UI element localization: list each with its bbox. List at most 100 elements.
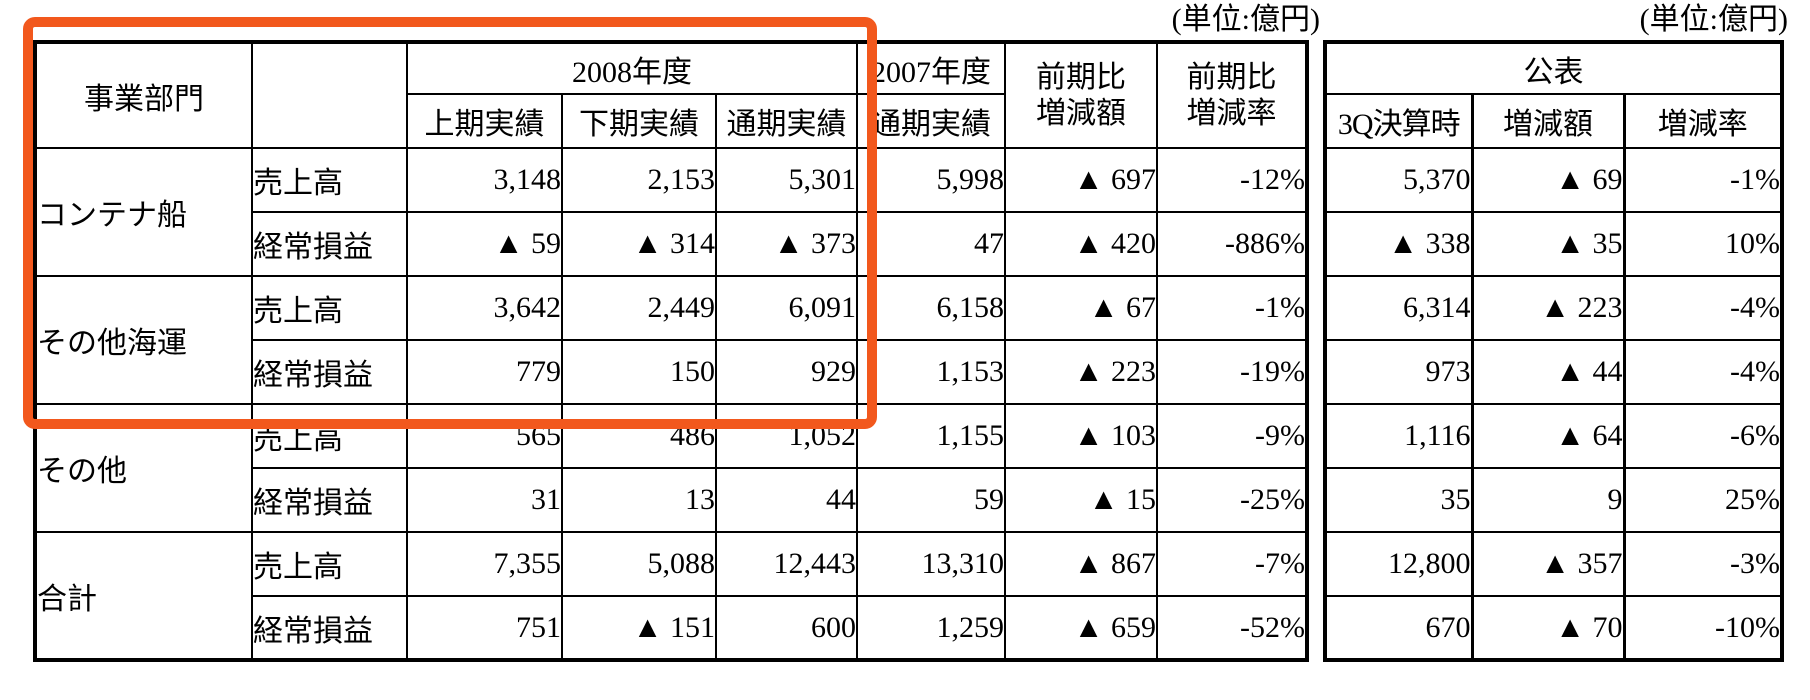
row-label-revenue: 売上高: [251, 275, 408, 341]
value-cell: ▲ 15: [1004, 467, 1158, 533]
header-yoy-rate-line2: 増減率: [1186, 96, 1277, 130]
value-cell: ▲ 867: [1004, 531, 1158, 597]
row-label-ordinary: 経常損益: [251, 211, 408, 277]
value-cell: 10%: [1622, 211, 1784, 277]
value-cell: 13,310: [856, 531, 1006, 597]
segment-name: その他: [34, 403, 253, 533]
value-cell: 486: [561, 403, 717, 469]
value-cell: ▲ 338: [1323, 211, 1474, 277]
value-cell: 565: [406, 403, 563, 469]
value-cell: 1,259: [856, 595, 1006, 661]
value-cell: 3,148: [406, 147, 563, 213]
value-cell: -7%: [1156, 531, 1308, 597]
header-yoy-amount: 前期比 増減額: [1004, 41, 1158, 149]
value-cell: ▲ 35: [1470, 211, 1626, 277]
value-cell: -12%: [1156, 147, 1308, 213]
row-label-ordinary: 経常損益: [251, 467, 408, 533]
segment-name: コンテナ船: [34, 147, 253, 277]
value-cell: 973: [1323, 339, 1474, 405]
value-cell: 2,153: [561, 147, 717, 213]
row-label-revenue: 売上高: [251, 531, 408, 597]
value-cell: 670: [1323, 595, 1474, 661]
value-cell: 150: [561, 339, 717, 405]
value-cell: -886%: [1156, 211, 1308, 277]
value-cell: 2,449: [561, 275, 717, 341]
header-fy2008-full: 通期実績: [715, 93, 858, 149]
value-cell: ▲ 59: [406, 211, 563, 277]
header-yoy-amount-line1: 前期比: [1036, 60, 1126, 94]
value-cell: ▲ 223: [1470, 275, 1626, 341]
value-cell: 3,642: [406, 275, 563, 341]
header-fy2008: 2008年度: [406, 41, 858, 95]
value-cell: ▲ 70: [1470, 595, 1626, 661]
value-cell: ▲ 67: [1004, 275, 1158, 341]
value-cell: -9%: [1156, 403, 1308, 469]
value-cell: 31: [406, 467, 563, 533]
value-cell: -52%: [1156, 595, 1308, 661]
value-cell: 12,443: [715, 531, 858, 597]
value-cell: 5,998: [856, 147, 1006, 213]
value-cell: -10%: [1622, 595, 1784, 661]
value-cell: 1,052: [715, 403, 858, 469]
value-cell: -4%: [1622, 275, 1784, 341]
value-cell: -19%: [1156, 339, 1308, 405]
value-cell: 929: [715, 339, 858, 405]
value-cell: -6%: [1622, 403, 1784, 469]
published-forecast-table: 公表 3Q決算時 増減額 増減率 5,370 ▲ 69 -1% ▲ 338 ▲ …: [1323, 40, 1784, 662]
header-fy2008-h2: 下期実績: [561, 93, 717, 149]
value-cell: ▲ 151: [561, 595, 717, 661]
value-cell: 13: [561, 467, 717, 533]
value-cell: 9: [1470, 467, 1626, 533]
value-cell: ▲ 314: [561, 211, 717, 277]
value-cell: 600: [715, 595, 858, 661]
value-cell: ▲ 64: [1470, 403, 1626, 469]
value-cell: 6,158: [856, 275, 1006, 341]
value-cell: ▲ 697: [1004, 147, 1158, 213]
value-cell: 1,116: [1323, 403, 1474, 469]
header-change-amount: 増減額: [1470, 93, 1626, 149]
value-cell: -3%: [1622, 531, 1784, 597]
header-fy2007: 2007年度: [856, 41, 1006, 95]
header-business-segment: 事業部門: [34, 41, 253, 149]
value-cell: -1%: [1622, 147, 1784, 213]
value-cell: 751: [406, 595, 563, 661]
value-cell: ▲ 44: [1470, 339, 1626, 405]
value-cell: 6,091: [715, 275, 858, 341]
value-cell: -25%: [1156, 467, 1308, 533]
segment-name: 合計: [34, 531, 253, 661]
value-cell: 59: [856, 467, 1006, 533]
value-cell: ▲ 357: [1470, 531, 1626, 597]
segment-results-table: 事業部門 2008年度 2007年度 前期比 増減額 前期比 増減率 上期実績 …: [33, 40, 1309, 662]
value-cell: -4%: [1622, 339, 1784, 405]
value-cell: -1%: [1156, 275, 1308, 341]
value-cell: 5,088: [561, 531, 717, 597]
value-cell: 12,800: [1323, 531, 1474, 597]
value-cell: 47: [856, 211, 1006, 277]
value-cell: 779: [406, 339, 563, 405]
header-yoy-rate: 前期比 増減率: [1156, 41, 1308, 149]
unit-label-main: (単位:億円): [1171, 3, 1320, 36]
value-cell: 1,153: [856, 339, 1006, 405]
header-yoy-amount-line2: 増減額: [1036, 96, 1126, 130]
row-label-ordinary: 経常損益: [251, 339, 408, 405]
value-cell: ▲ 69: [1470, 147, 1626, 213]
value-cell: 35: [1323, 467, 1474, 533]
value-cell: 7,355: [406, 531, 563, 597]
value-cell: ▲ 420: [1004, 211, 1158, 277]
value-cell: ▲ 223: [1004, 339, 1158, 405]
value-cell: ▲ 373: [715, 211, 858, 277]
unit-label-published: (単位:億円): [1639, 3, 1788, 36]
row-label-revenue: 売上高: [251, 403, 408, 469]
row-label-ordinary: 経常損益: [251, 595, 408, 661]
header-published: 公表: [1323, 41, 1784, 95]
row-label-revenue: 売上高: [251, 147, 408, 213]
value-cell: 25%: [1622, 467, 1784, 533]
header-fy2008-h1: 上期実績: [406, 93, 563, 149]
header-empty: [251, 41, 408, 149]
value-cell: 1,155: [856, 403, 1006, 469]
value-cell: 5,301: [715, 147, 858, 213]
value-cell: ▲ 659: [1004, 595, 1158, 661]
value-cell: 5,370: [1323, 147, 1474, 213]
value-cell: 44: [715, 467, 858, 533]
header-fy2007-full: 通期実績: [856, 93, 1006, 149]
